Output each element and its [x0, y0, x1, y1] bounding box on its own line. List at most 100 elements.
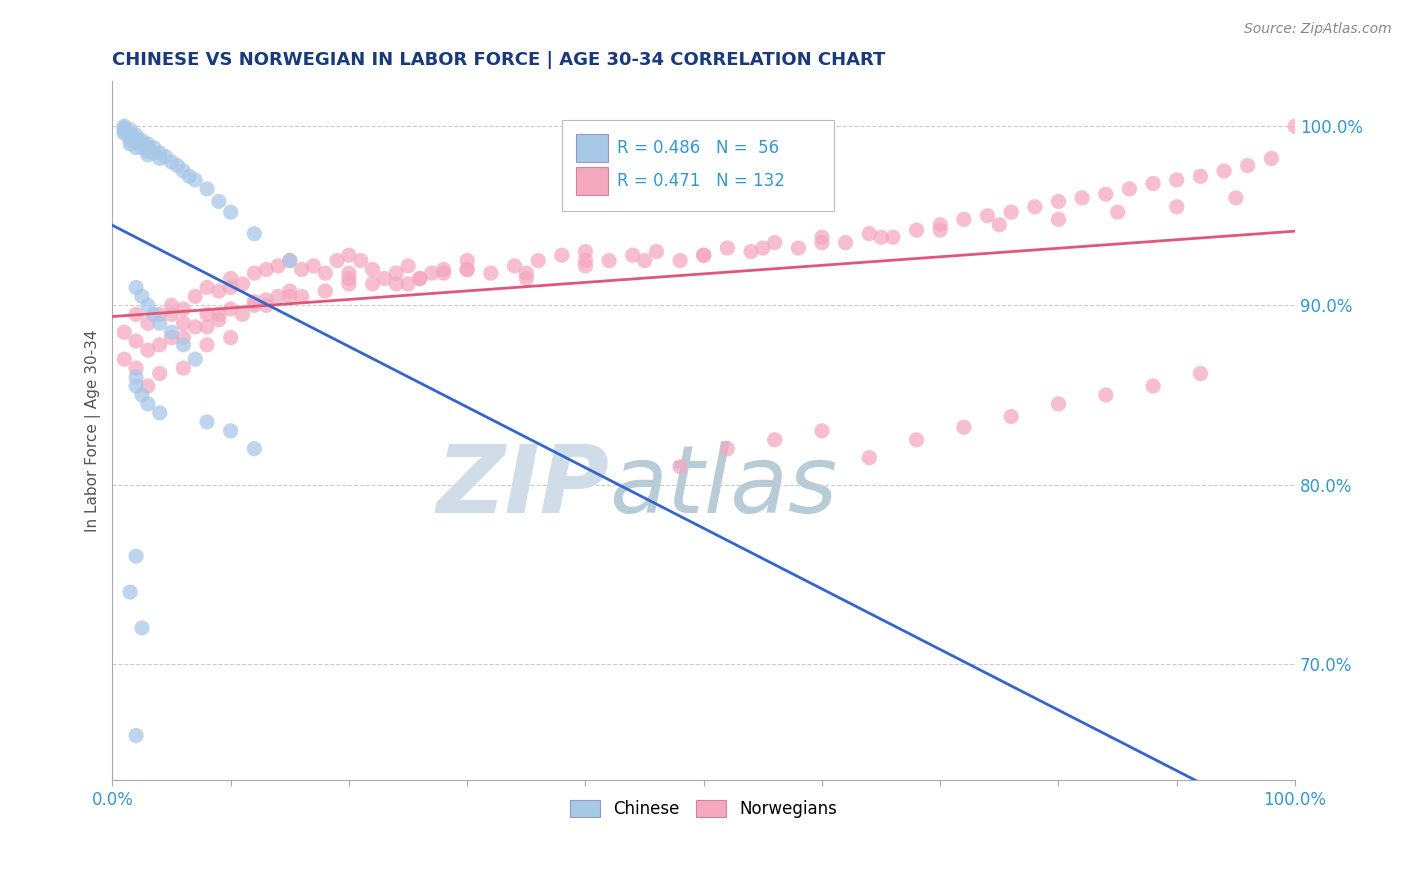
Legend: Chinese, Norwegians: Chinese, Norwegians — [564, 793, 844, 824]
Point — [988, 218, 1011, 232]
Point — [858, 450, 880, 465]
Point — [574, 244, 596, 259]
Point — [456, 262, 478, 277]
Point — [456, 253, 478, 268]
Point — [432, 266, 454, 280]
Point — [136, 298, 159, 312]
Point — [149, 316, 172, 330]
Point — [179, 169, 201, 184]
Point — [125, 729, 148, 743]
Point — [314, 284, 336, 298]
Point — [396, 277, 419, 291]
Point — [1260, 152, 1282, 166]
Point — [136, 137, 159, 152]
Point — [254, 298, 277, 312]
Point — [1047, 212, 1070, 227]
Point — [740, 244, 762, 259]
Point — [716, 241, 738, 255]
Point — [515, 266, 537, 280]
Point — [172, 361, 194, 376]
Point — [131, 137, 153, 152]
Point — [337, 266, 360, 280]
Point — [125, 131, 148, 145]
Point — [905, 223, 928, 237]
Point — [219, 280, 242, 294]
Point — [1071, 191, 1094, 205]
FancyBboxPatch shape — [576, 168, 607, 195]
Point — [136, 397, 159, 411]
Point — [645, 244, 668, 259]
Point — [231, 277, 253, 291]
Text: R = 0.486   N =  56: R = 0.486 N = 56 — [617, 139, 779, 158]
Point — [905, 433, 928, 447]
Point — [373, 271, 395, 285]
Point — [598, 253, 620, 268]
Point — [112, 122, 135, 136]
Point — [136, 379, 159, 393]
Point — [693, 248, 716, 262]
Point — [337, 248, 360, 262]
Point — [633, 253, 655, 268]
Point — [302, 259, 325, 273]
Point — [243, 442, 266, 456]
Point — [184, 173, 207, 187]
Point — [1189, 367, 1212, 381]
Point — [172, 301, 194, 316]
Text: R = 0.471   N = 132: R = 0.471 N = 132 — [617, 172, 786, 190]
Point — [409, 271, 432, 285]
FancyBboxPatch shape — [562, 120, 834, 211]
Point — [160, 298, 183, 312]
Point — [811, 230, 834, 244]
Point — [834, 235, 856, 250]
Point — [361, 262, 384, 277]
Point — [125, 361, 148, 376]
Point — [243, 298, 266, 312]
Point — [811, 235, 834, 250]
Point — [1000, 409, 1022, 424]
Point — [527, 253, 550, 268]
Point — [267, 289, 290, 303]
Point — [131, 141, 153, 155]
Point — [1094, 388, 1116, 402]
Point — [1047, 194, 1070, 209]
Point — [787, 241, 810, 255]
Point — [953, 212, 976, 227]
Point — [337, 271, 360, 285]
Point — [1118, 182, 1140, 196]
Point — [432, 262, 454, 277]
FancyBboxPatch shape — [576, 135, 607, 162]
Point — [231, 307, 253, 321]
Point — [125, 379, 148, 393]
Point — [112, 352, 135, 367]
Point — [882, 230, 904, 244]
Point — [120, 137, 142, 152]
Point — [172, 164, 194, 178]
Point — [669, 253, 692, 268]
Point — [125, 334, 148, 349]
Text: atlas: atlas — [609, 442, 838, 533]
Point — [208, 312, 231, 326]
Point — [125, 280, 148, 294]
Point — [763, 433, 786, 447]
Point — [120, 126, 142, 140]
Point — [120, 133, 142, 147]
Point — [219, 331, 242, 345]
Point — [149, 406, 172, 420]
Point — [112, 126, 135, 140]
Point — [1142, 379, 1164, 393]
Point — [219, 271, 242, 285]
Point — [195, 182, 218, 196]
Point — [112, 119, 135, 133]
Point — [574, 259, 596, 273]
Point — [142, 307, 165, 321]
Point — [976, 209, 998, 223]
Point — [929, 218, 952, 232]
Point — [149, 146, 172, 161]
Point — [243, 266, 266, 280]
Point — [142, 146, 165, 161]
Point — [136, 148, 159, 162]
Point — [1107, 205, 1129, 219]
Point — [1284, 119, 1306, 133]
Point — [160, 331, 183, 345]
Point — [136, 145, 159, 159]
